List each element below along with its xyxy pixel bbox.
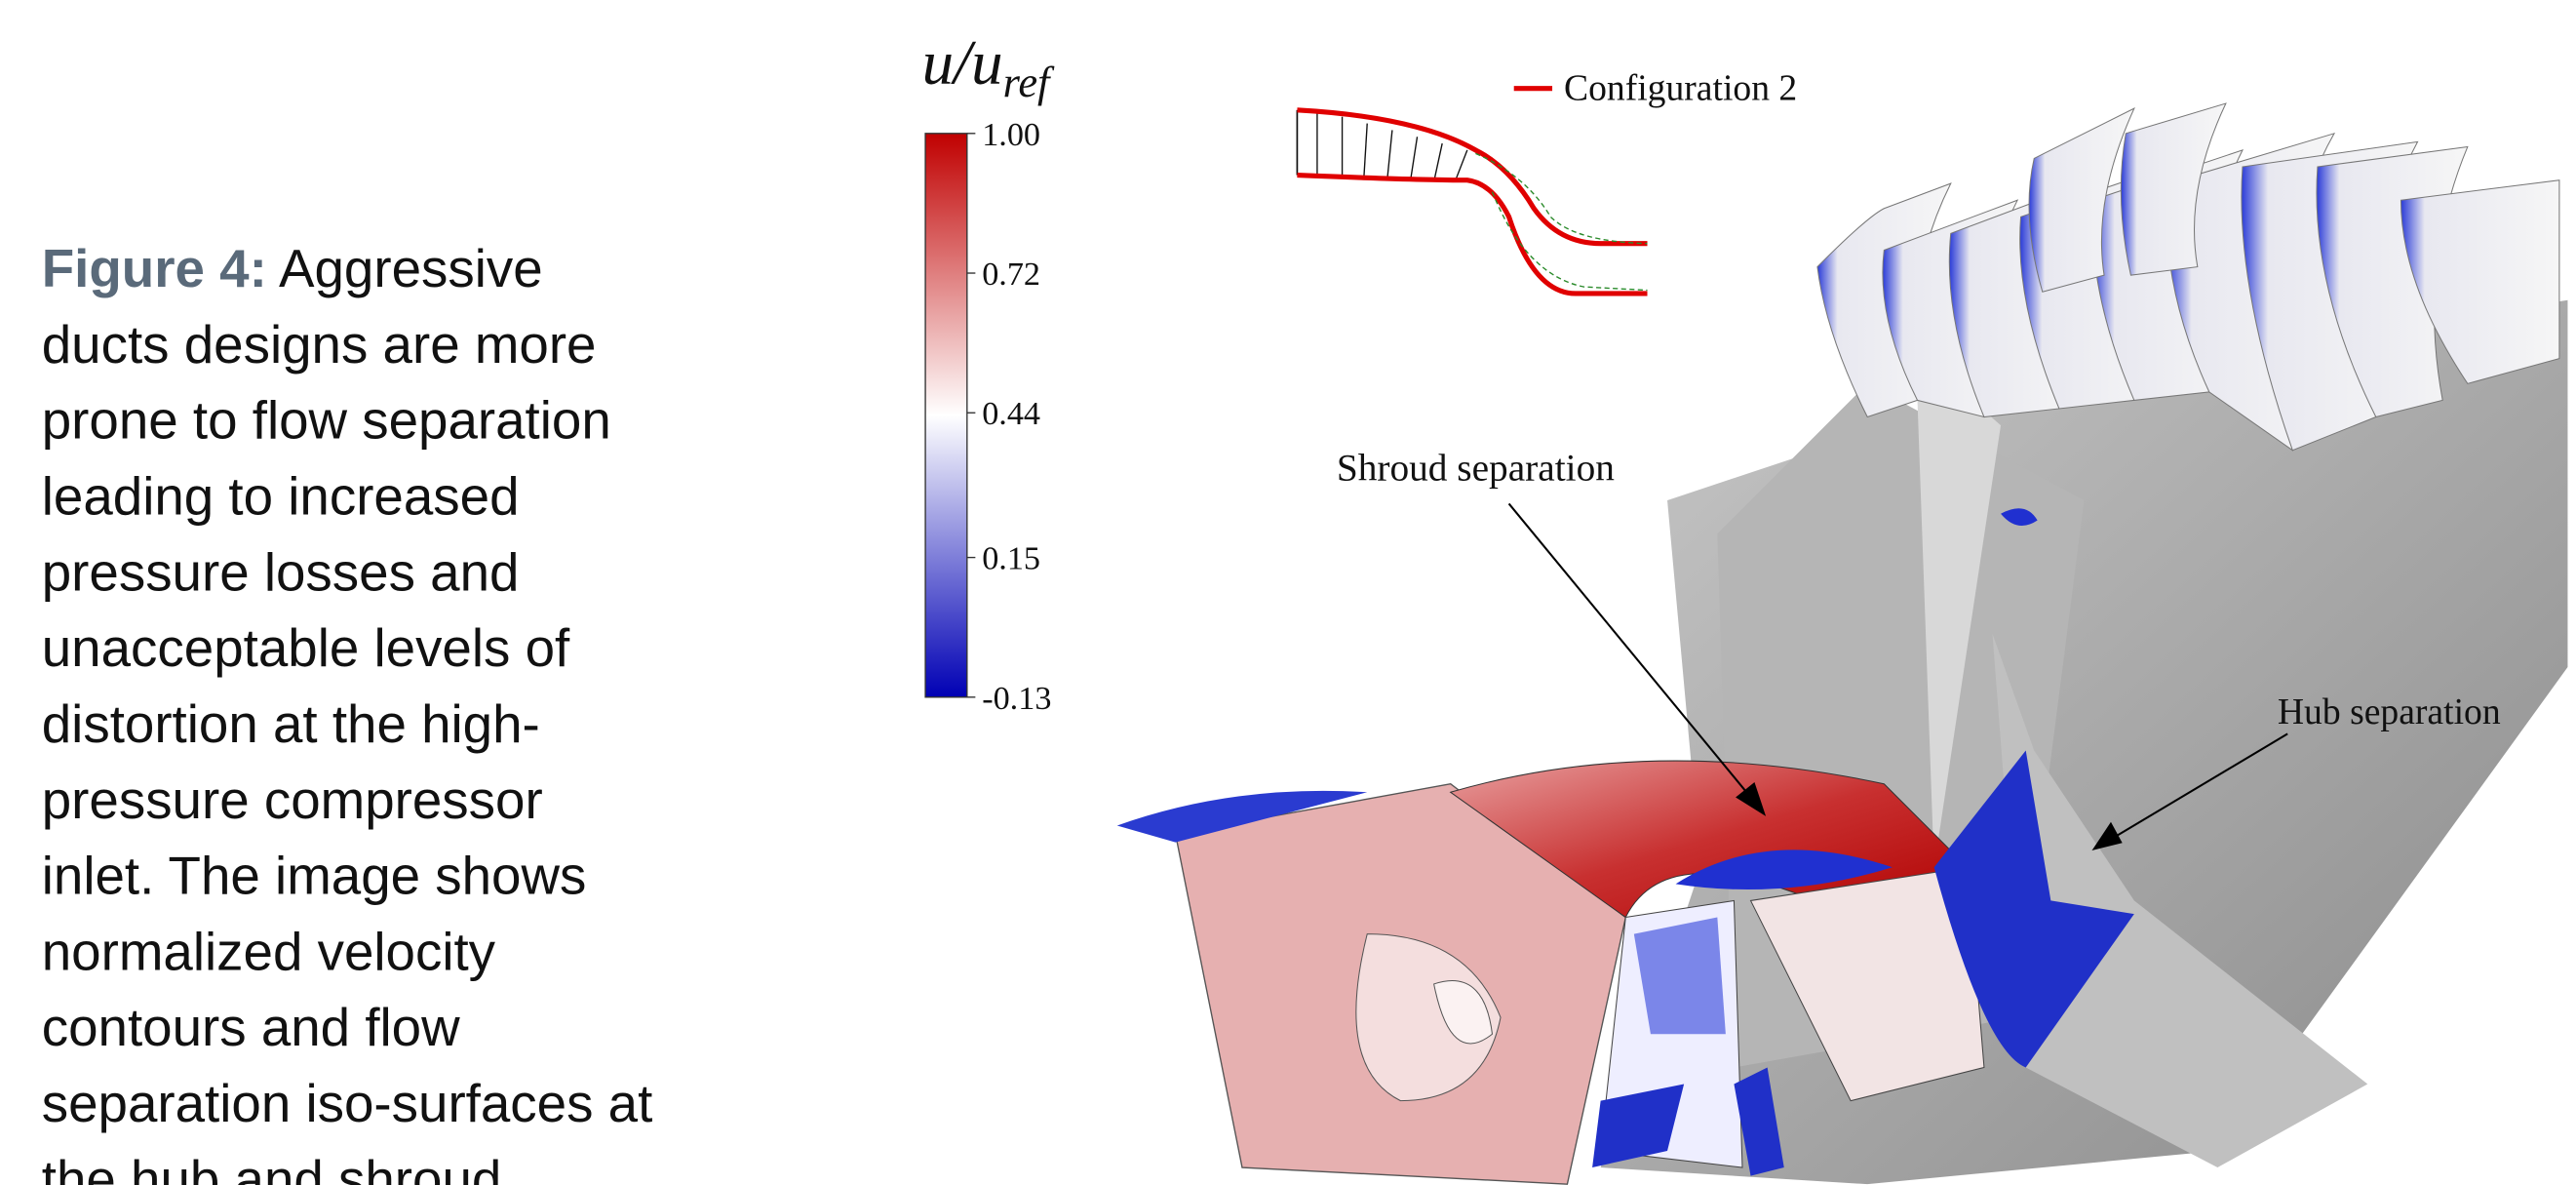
colorbar-subscript: ref	[1003, 58, 1055, 106]
caption-line: inlet. The image shows	[42, 846, 587, 906]
colorbar-tick-label: 0.44	[982, 396, 1040, 432]
colorbar-symbol: u/u	[922, 28, 1003, 99]
caption-line: separation iso-surfaces at	[42, 1073, 653, 1133]
render	[1117, 103, 2568, 1184]
annotation: Hub separation	[2278, 691, 2501, 732]
caption-line: Aggressive	[267, 238, 543, 298]
colorbar-tick-label: -0.13	[982, 681, 1051, 717]
caption-line: leading to increased	[42, 466, 520, 527]
caption-line: unacceptable levels of	[42, 617, 570, 678]
caption-line: distortion at the high-	[42, 693, 540, 754]
caption: Figure 4: Aggressive ducts designs are mo…	[42, 238, 653, 1185]
page: Figure 4: Aggressive ducts designs are mo…	[0, 0, 2576, 1185]
caption-line: prone to flow separation	[42, 390, 611, 451]
caption-line: ducts designs are more	[42, 314, 597, 375]
caption-line: pressure compressor	[42, 770, 543, 830]
colorbar-title: u/uref	[922, 28, 1055, 107]
colorbar-tick-label: 0.15	[982, 541, 1040, 577]
colorbar: u/uref 1.00 0.72 0.44 0.15 -0.13	[922, 28, 1055, 717]
annotation: Shroud separation	[1337, 446, 1615, 489]
duct-sketch	[1297, 110, 1647, 294]
legend-label: Configuration 2	[1564, 68, 1797, 109]
colorbar-tick-label: 1.00	[982, 117, 1040, 153]
caption-line: normalized velocity	[42, 921, 496, 981]
figure: Figure 4: Aggressive ducts designs are mo…	[0, 0, 2576, 1185]
colorbar-bar	[925, 134, 967, 697]
caption-label: Figure 4:	[42, 238, 267, 298]
caption-line: pressure losses and	[42, 541, 520, 602]
colorbar-tick-label: 0.72	[982, 257, 1040, 293]
caption-line: contours and flow	[42, 997, 460, 1057]
legend: Configuration 2	[1514, 68, 1798, 109]
caption-line: the hub and shroud.	[42, 1149, 517, 1185]
